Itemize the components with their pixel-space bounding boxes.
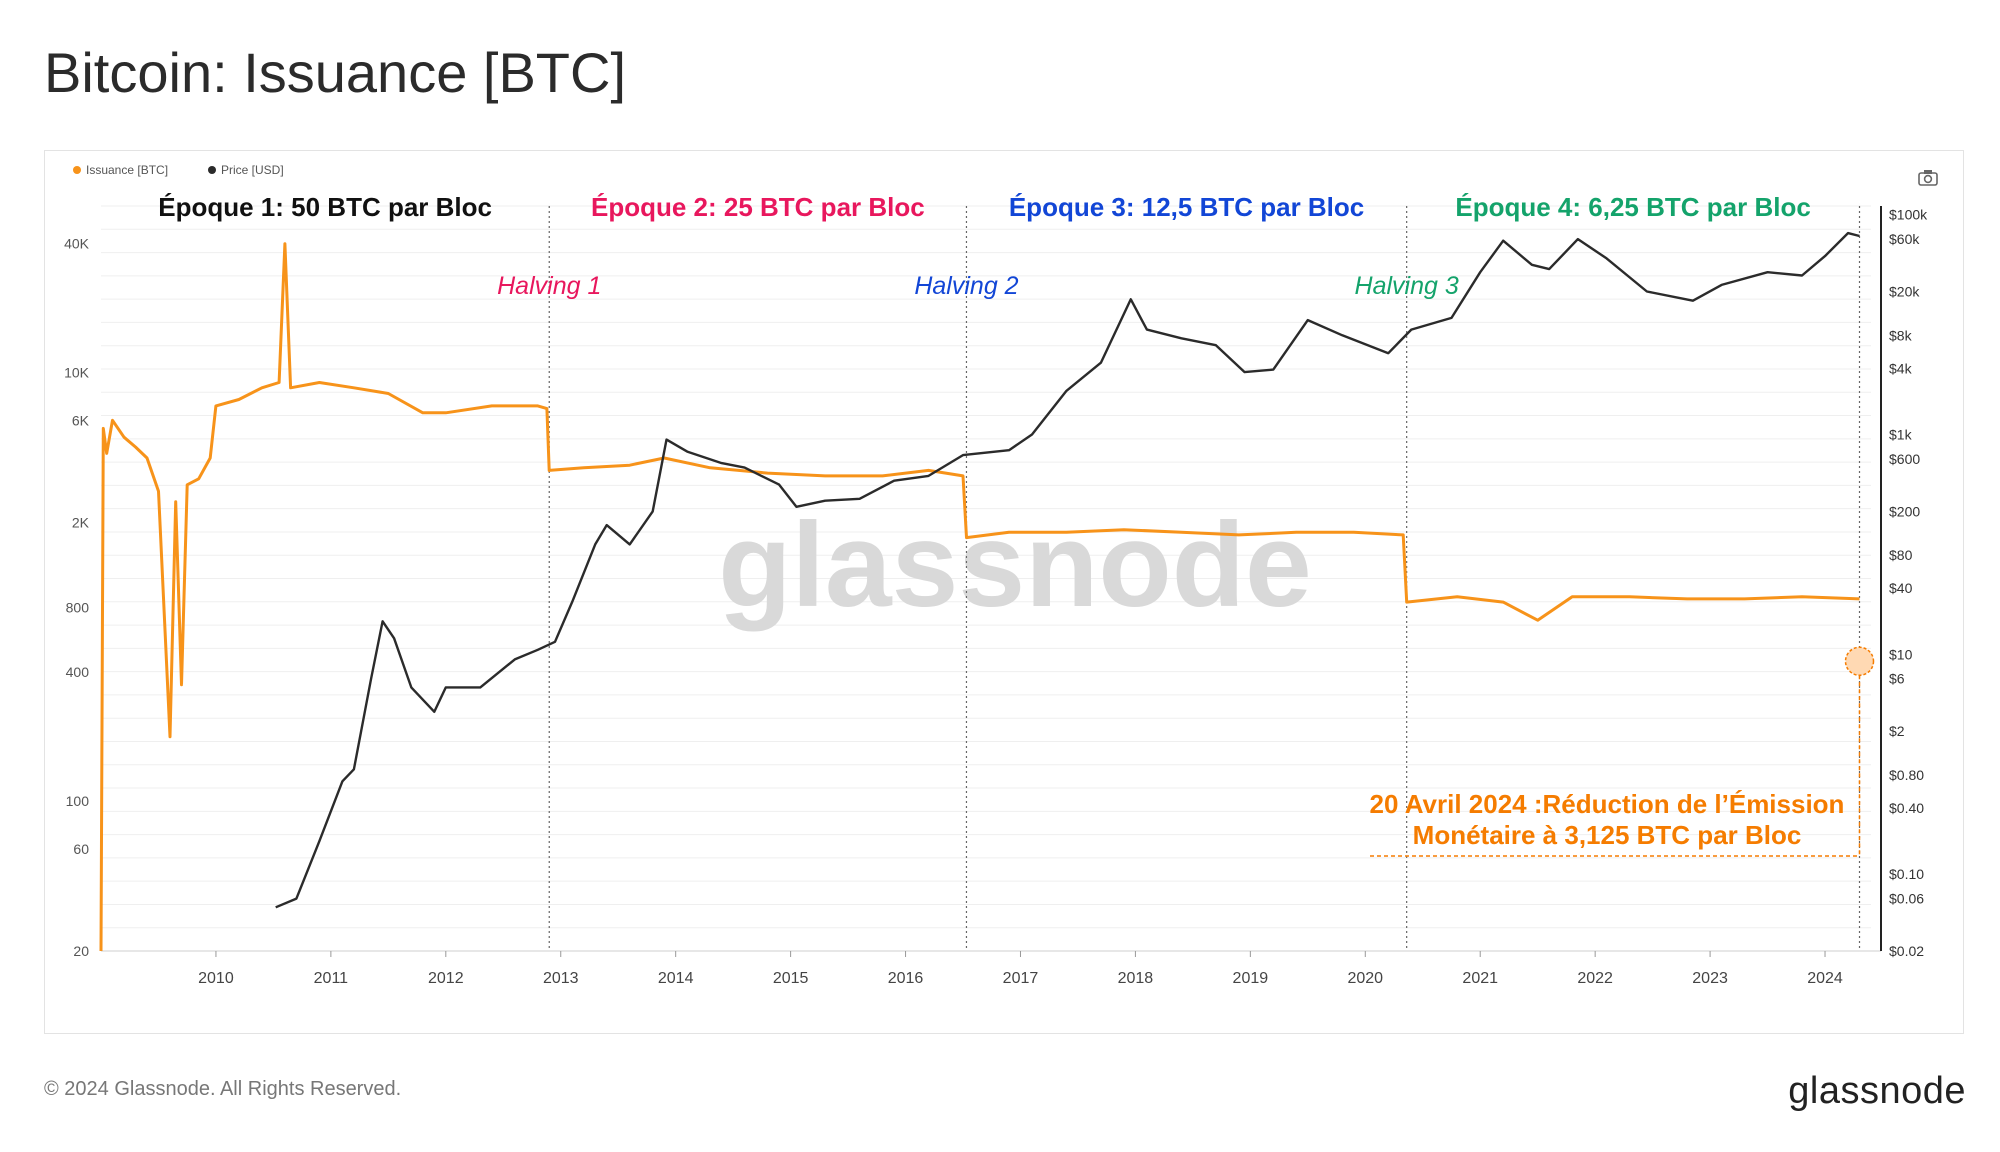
y-right-tick-label: $1k (1889, 427, 1913, 443)
annotation-line-1: 20 Avril 2024 :Réduction de l’Émission (1370, 789, 1845, 819)
issuance-line (99, 242, 1860, 952)
y-right-tick-label: $10 (1889, 646, 1913, 662)
y-right-tick-label: $600 (1889, 451, 1920, 467)
page-title: Bitcoin: Issuance [BTC] (44, 41, 627, 104)
y-right-tick-label: $200 (1889, 503, 1920, 519)
y-right-tick-label: $20k (1889, 284, 1920, 300)
y-right-tick-label: $0.10 (1889, 866, 1924, 882)
x-tick-label: 2020 (1347, 970, 1383, 987)
watermark-text: glassnode (718, 498, 1312, 632)
y-right-tick-label: $0.40 (1889, 800, 1924, 816)
y-right-tick-label: $4k (1889, 360, 1913, 376)
y-right-tick-label: $0.06 (1889, 891, 1924, 907)
watermark: glassnode (718, 498, 1312, 632)
epoch-label: Époque 1: 50 BTC par Bloc (158, 192, 492, 222)
copyright-text: © 2024 Glassnode. All Rights Reserved. (44, 1078, 402, 1100)
epoch-label: Époque 3: 12,5 BTC par Bloc (1009, 192, 1364, 222)
y-right-tick-label: $0.02 (1889, 943, 1924, 959)
x-tick-label: 2022 (1577, 970, 1613, 987)
y-left-tick-label: 60 (73, 841, 89, 857)
x-tick-label: 2013 (543, 970, 579, 987)
halving-label: Halving 2 (914, 272, 1018, 300)
x-tick-label: 2010 (198, 970, 234, 987)
y-right-tick-label: $40 (1889, 580, 1913, 596)
halving-annotation: 20 Avril 2024 :Réduction de l’ÉmissionMo… (1370, 646, 1875, 857)
legend-issuance-dot (73, 166, 81, 174)
epoch-label: Époque 4: 6,25 BTC par Bloc (1455, 192, 1810, 222)
annotation-target-dot (1844, 646, 1875, 677)
x-tick-label: 2011 (314, 970, 349, 987)
x-tick-label: 2023 (1692, 970, 1728, 987)
legend-issuance-label[interactable]: Issuance [BTC] (86, 163, 168, 177)
annotation-line-2: Monétaire à 3,125 BTC par Bloc (1413, 820, 1802, 850)
y-right-tick-label: $0.80 (1889, 767, 1924, 783)
camera-icon[interactable] (1918, 170, 1938, 186)
y-right-tick-label: $60k (1889, 231, 1920, 247)
price-line (275, 231, 1860, 909)
x-tick-label: 2021 (1462, 970, 1498, 987)
chart-container: glassnode Issuance [BTC] Price [USD] 40K… (44, 150, 1964, 1034)
x-tick-label: 2019 (1233, 970, 1269, 987)
y-left-tick-label: 400 (66, 664, 90, 680)
y-right-tick-label: $100k (1889, 207, 1928, 223)
x-tick-label: 2012 (428, 970, 464, 987)
glassnode-logo[interactable]: glassnode (1788, 1070, 1966, 1112)
x-tick-label: 2014 (658, 970, 694, 987)
y-left-tick-label: 6K (72, 412, 90, 428)
y-left-tick-label: 2K (72, 514, 90, 530)
epoch-label: Époque 2: 25 BTC par Bloc (591, 192, 925, 222)
y-left-tick-label: 800 (66, 600, 90, 616)
y-left-tick-label: 10K (64, 365, 90, 381)
series-lines (99, 206, 1861, 952)
legend[interactable]: Issuance [BTC] Price [USD] (73, 163, 284, 177)
y-right-tick-label: $8k (1889, 327, 1913, 343)
legend-price-dot (208, 166, 216, 174)
issuance-chart: glassnode Issuance [BTC] Price [USD] 40K… (64, 163, 1938, 987)
y-left-tick-label: 100 (66, 793, 90, 809)
x-tick-label: 2018 (1118, 970, 1154, 987)
legend-price-label[interactable]: Price [USD] (221, 163, 284, 177)
y-right-tick-label: $6 (1889, 671, 1905, 687)
x-tick-label: 2017 (1003, 970, 1039, 987)
halving-label: Halving 3 (1355, 272, 1459, 300)
grid-lines (101, 205, 1871, 952)
x-tick-label: 2016 (888, 970, 924, 987)
y-right-tick-label: $2 (1889, 723, 1905, 739)
epoch-labels: Époque 1: 50 BTC par Bloc Époque 2: 25 BT… (158, 192, 1811, 300)
halving-label: Halving 1 (497, 272, 601, 300)
y-left-tick-label: 20 (73, 943, 89, 959)
x-tick-label: 2015 (773, 970, 809, 987)
axes: 40K 10K 6K 2K 800 400 100 60 20 $100k $60k $20k $8k $… (64, 206, 1928, 987)
y-right-tick-label: $80 (1889, 547, 1913, 563)
x-tick-label: 2024 (1807, 970, 1843, 987)
y-left-tick-label: 40K (64, 236, 90, 252)
